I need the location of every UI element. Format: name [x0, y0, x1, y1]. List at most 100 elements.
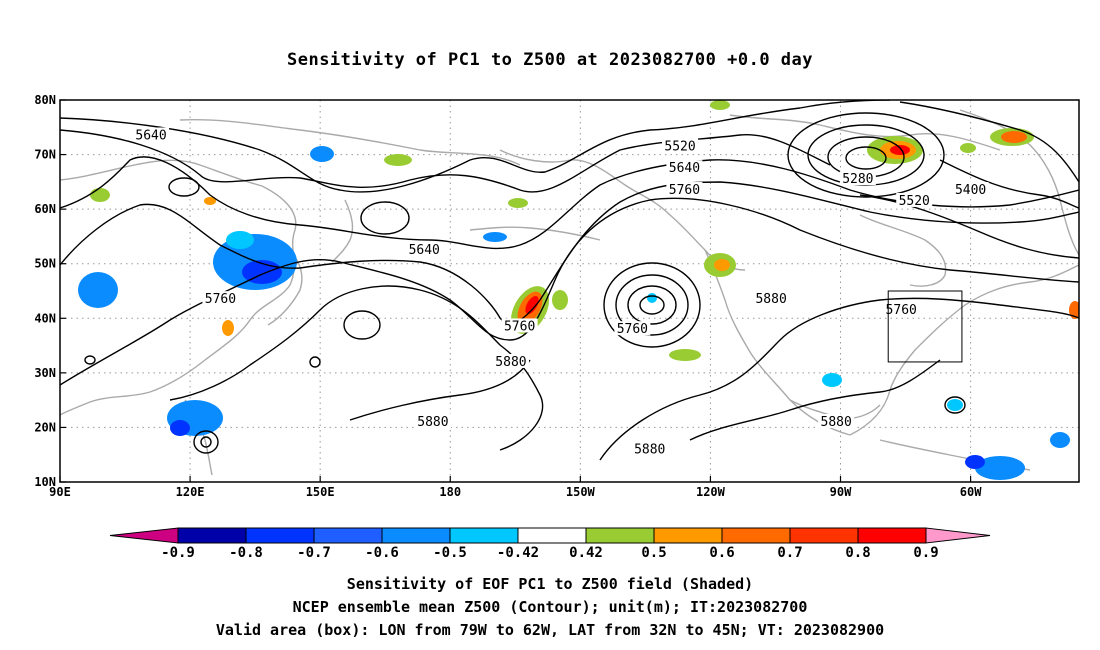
contour-line	[939, 159, 1079, 209]
colorbar-swatch	[789, 527, 859, 544]
contour-label-bg	[896, 192, 933, 207]
colorbar-label: 0.42	[569, 545, 603, 561]
lat-tick-label: 10N	[34, 475, 56, 489]
shade-blob	[647, 293, 657, 303]
colorbar-label: -0.7	[297, 545, 331, 561]
shade-blob	[1050, 432, 1070, 448]
contour-closed	[84, 355, 96, 365]
contour-label-bg	[414, 413, 451, 428]
contour-line	[60, 197, 1079, 386]
contour-label: 5880	[755, 292, 786, 307]
contour-label-bg	[883, 302, 920, 317]
lat-tick-label: 60N	[34, 202, 56, 216]
shade-blob	[222, 320, 234, 336]
colorbar-swatch	[653, 527, 723, 544]
contour-closed	[639, 295, 665, 315]
shade-blob	[710, 100, 730, 110]
map-frame	[59, 99, 1080, 483]
coast-asia-east	[60, 159, 297, 416]
shade-blob	[890, 145, 910, 155]
contour-closed	[360, 201, 410, 235]
coast-hudson-bay	[859, 214, 947, 287]
lat-tick-labels: 10N 20N 30N 40N 50N 60N 70N 80N	[34, 93, 66, 489]
contour-label-bg	[133, 127, 170, 142]
contour-label: 5880	[821, 415, 852, 430]
shade-blob	[1001, 131, 1027, 143]
contour-label: 5760	[886, 303, 917, 318]
contour-label: 5400	[955, 183, 986, 198]
shade-blob	[90, 188, 110, 202]
lon-tick-label: 120W	[696, 485, 726, 499]
colorbar-label: -0.6	[365, 545, 399, 561]
contour-label-bg	[753, 291, 790, 306]
coast-north-america-west	[704, 249, 851, 436]
lon-tick-label: 90W	[830, 485, 852, 499]
lat-tick-label: 30N	[34, 366, 56, 380]
contour-label-bg	[501, 318, 538, 333]
contour-line	[60, 129, 831, 193]
contour-line	[859, 194, 1079, 259]
coast-arctic-islands	[729, 114, 1001, 151]
contour-line	[60, 181, 1079, 324]
lon-tick-label: 150W	[566, 485, 596, 499]
shade-blob	[552, 290, 568, 310]
colorbar-swatch	[177, 527, 247, 544]
colorbar-label: -0.8	[229, 545, 263, 561]
contour-line	[349, 359, 531, 421]
contour-label-bg	[666, 182, 703, 197]
shade-blob	[204, 197, 216, 205]
contour-label-bg	[662, 138, 699, 153]
contour-label-bg	[952, 182, 989, 197]
contour-label-bg	[839, 171, 876, 186]
contour-closed	[168, 177, 200, 197]
shade-blob	[975, 456, 1025, 480]
contour-label-bg	[406, 242, 443, 257]
contour-closed	[603, 262, 701, 348]
contour-label: 5760	[205, 292, 236, 307]
shade-blob	[170, 420, 190, 436]
contour-label-bg	[666, 160, 703, 175]
contour-closed	[944, 396, 966, 414]
colorbar-label: 0.9	[913, 545, 938, 561]
colorbar-label: 0.6	[709, 545, 734, 561]
contour-label: 5520	[664, 139, 695, 154]
map-title: Sensitivity of PC1 to Z500 at 2023082700…	[286, 50, 813, 70]
contour-label: 5640	[409, 243, 440, 258]
shade-blob	[525, 295, 539, 315]
lat-tick-label: 40N	[34, 311, 56, 325]
colorbar-swatch	[245, 527, 315, 544]
caption-line-1: Sensitivity of EOF PC1 to Z500 field (Sh…	[346, 575, 754, 593]
contour-label-bg	[631, 441, 668, 456]
contour-label: 5640	[669, 161, 700, 176]
contour-label: 5880	[495, 355, 526, 370]
caption-line-3: Valid area (box): LON from 79W to 62W, L…	[215, 621, 885, 639]
colorbar-label: -0.5	[433, 545, 467, 561]
contour-label: 5760	[504, 319, 535, 334]
contour-line	[599, 297, 1079, 461]
contour-line	[169, 285, 544, 451]
shade-blob	[714, 259, 730, 271]
contour-closed	[627, 285, 677, 325]
contour-closed	[309, 356, 321, 368]
colorbar-swatch	[517, 527, 587, 544]
contour-label: 5280	[842, 172, 873, 187]
coast-siberia-north	[179, 118, 521, 166]
shade-blob	[947, 399, 963, 411]
coast-north-america-east	[849, 264, 1079, 436]
contour-label-bg	[818, 413, 855, 428]
caption-line-2: NCEP ensemble mean Z500 (Contour); unit(…	[292, 598, 808, 616]
shade-blob	[965, 455, 985, 469]
contour-label: 5640	[135, 128, 166, 143]
contour-label: 5520	[899, 194, 930, 209]
lon-tick-label: 90E	[49, 485, 71, 499]
contour-label: 5760	[617, 322, 648, 337]
contour-label-bg	[614, 321, 651, 336]
contour-line	[689, 359, 941, 441]
coast-japan	[267, 249, 303, 326]
contour-closed	[845, 146, 887, 170]
colorbar-low-triangle	[109, 527, 179, 544]
contour-closed	[615, 274, 689, 336]
shade-blob	[960, 143, 976, 153]
colorbar-label: 0.5	[641, 545, 666, 561]
